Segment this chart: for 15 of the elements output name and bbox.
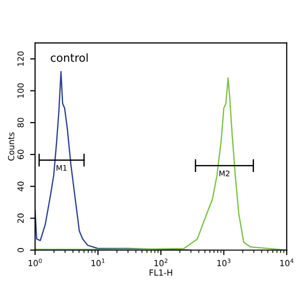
- x-tick-label: 10$^{2}$: [154, 258, 168, 266]
- y-tick-label: 100: [17, 83, 24, 98]
- x-tick-label: 10$^{3}$: [217, 258, 230, 266]
- annotation: control: [50, 53, 88, 62]
- y-tick-label: 40: [17, 182, 24, 192]
- x-tick-label: 10$^{1}$: [92, 258, 105, 266]
- y-tick-label: 60: [17, 150, 24, 160]
- y-tick-label: 0: [17, 248, 24, 252]
- x-tick-label: 10$^{0}$: [28, 258, 42, 266]
- y-axis-title: Counts: [8, 132, 14, 161]
- x-axis-title: FL1-H: [150, 270, 172, 276]
- y-tick-label: 20: [17, 213, 24, 223]
- x-tick-label: 10$^{4}$: [280, 258, 294, 266]
- y-tick-label: 80: [17, 118, 24, 128]
- y-tick-label: 120: [17, 51, 24, 66]
